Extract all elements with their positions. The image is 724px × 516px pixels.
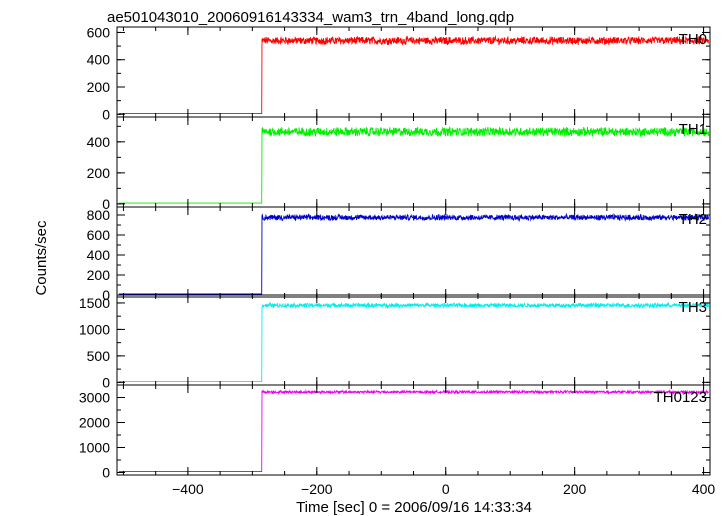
series-line-th0 <box>118 34 710 115</box>
y-tick-label: 400 <box>87 134 111 150</box>
panel-label: TH2 <box>679 211 707 228</box>
x-tick-label: 200 <box>563 481 587 497</box>
y-tick-label: 600 <box>87 24 111 40</box>
x-tick-label: −200 <box>301 481 333 497</box>
x-tick-label: 0 <box>442 481 450 497</box>
x-tick-label: −400 <box>172 481 204 497</box>
panel-label: TH3 <box>679 299 707 316</box>
series-line-th0123 <box>118 389 709 472</box>
x-axis: −400 −200 0 200 400 <box>172 481 715 497</box>
panel-frame <box>116 384 711 476</box>
y-tick-label: 1500 <box>79 295 110 311</box>
y-tick-label: 1000 <box>79 440 110 456</box>
series-line-th1 <box>118 126 710 204</box>
y-tick-label: 600 <box>87 227 111 243</box>
panel-th1: 0 200 400 TH1 <box>87 116 711 212</box>
panel-label: TH0123 <box>654 389 707 406</box>
y-tick-label: 400 <box>87 247 111 263</box>
panel-label: TH0 <box>679 31 707 48</box>
series-line-th2 <box>118 212 710 295</box>
y-tick-label: 200 <box>87 165 111 181</box>
x-tick-label: 400 <box>692 481 716 497</box>
y-tick-label: 2000 <box>79 415 110 431</box>
panel-th3: 0 500 1000 1500 TH3 <box>79 294 711 390</box>
y-tick-label: 200 <box>87 267 111 283</box>
panel-label: TH1 <box>679 121 707 138</box>
y-tick-label: 0 <box>102 287 110 303</box>
panel-th2: 0 200 400 600 800 TH2 <box>87 206 711 303</box>
x-axis-label: Time [sec] 0 = 2006/09/16 14:33:34 <box>296 499 532 516</box>
y-tick-label: 800 <box>87 207 111 223</box>
panel-th0123: 0 1000 2000 3000 TH0123 <box>79 384 711 481</box>
chart-title: ae501043010_20060916143334_wam3_trn_4ban… <box>107 9 514 26</box>
y-tick-label: 1000 <box>79 321 110 337</box>
y-tick-label: 0 <box>102 196 110 212</box>
y-tick-label: 0 <box>102 374 110 390</box>
series-line-th3 <box>118 301 710 383</box>
y-tick-label: 200 <box>87 79 111 95</box>
y-tick-label: 400 <box>87 52 111 68</box>
panel-frame <box>116 294 711 386</box>
y-axis-label: Counts/sec <box>33 220 50 296</box>
y-tick-label: 0 <box>102 465 110 481</box>
panel-th0: 0 200 400 600 TH0 <box>87 24 711 122</box>
y-tick-label: 0 <box>102 106 110 122</box>
y-tick-label: 500 <box>87 348 111 364</box>
y-tick-label: 3000 <box>79 390 110 406</box>
